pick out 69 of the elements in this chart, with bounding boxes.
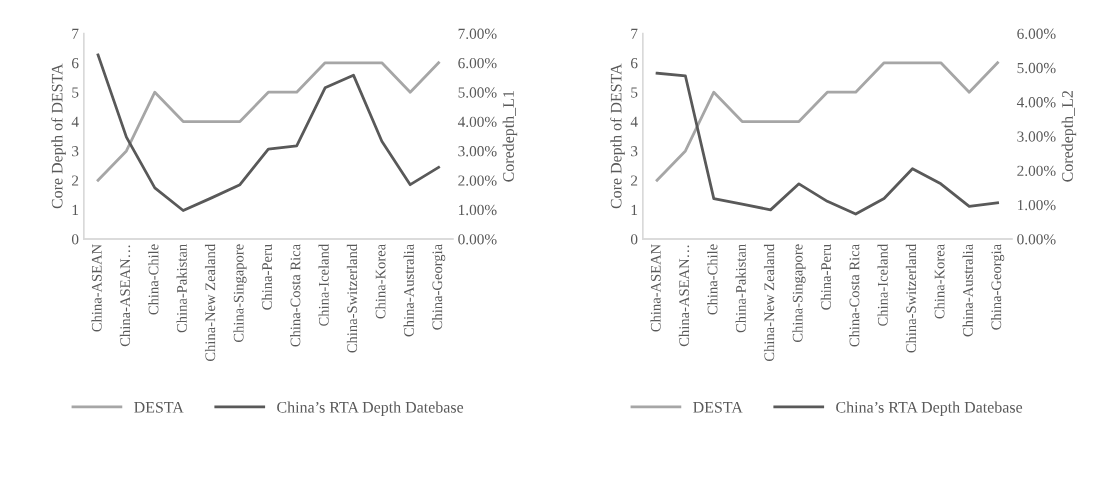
legend-label: China’s RTA Depth Datebase — [836, 401, 1023, 416]
y2-tick-label: 1.00% — [1017, 199, 1056, 211]
y-tick-label: 3 — [72, 146, 79, 157]
y-tick-label: 6 — [72, 58, 79, 69]
x-tick-label: China-Singapore — [792, 244, 806, 343]
y2-tick-label: 2.00% — [1017, 165, 1056, 176]
x-tick-label: China-Peru — [261, 244, 272, 310]
y2-tick-label: 0.00% — [458, 234, 497, 245]
line-series — [655, 61, 999, 182]
x-tick-label: China-Peru — [820, 244, 831, 310]
x-tick-label: China-Pakistan — [735, 244, 746, 333]
y-tick-label: 7 — [72, 28, 79, 39]
y2-tick-label: 3.00% — [458, 146, 497, 157]
x-tick-label: China-Costa Rica — [849, 244, 860, 347]
legend-label: DESTA — [693, 401, 743, 413]
x-tick-label: China-Korea — [375, 244, 386, 319]
y2-tick-label: 6.00% — [458, 57, 497, 69]
y-axis-title: Core Depth of DESTA — [610, 63, 625, 209]
y-axis-title: Core Depth of DESTA — [51, 63, 66, 209]
x-tick-label: China-Singapore — [233, 244, 247, 343]
legend-label: China’s RTA Depth Datebase — [277, 401, 464, 416]
y2-tick-label: 6.00% — [1017, 28, 1056, 39]
x-tick-label: China-ASEAN — [91, 244, 102, 332]
x-tick-label: China-Switzerland — [905, 244, 917, 353]
y-tick-label: 0 — [71, 234, 79, 245]
x-tick-label: China-New Zealand — [204, 244, 216, 362]
y2-tick-label: 4.00% — [457, 116, 497, 128]
x-tick-label: China-ASEAN… — [119, 245, 131, 347]
x-tick-label: China-ASEAN — [650, 244, 661, 332]
line-series — [96, 53, 440, 212]
y2-tick-label: 7.00% — [458, 28, 497, 39]
x-tick-label: China-Korea — [934, 244, 945, 319]
x-tick-label: China-Australia — [962, 244, 973, 337]
x-tick-label: China-Pakistan — [176, 244, 187, 333]
x-tick-label: China-ASEAN… — [678, 245, 690, 347]
y-tick-label: 2 — [631, 175, 638, 186]
y2-tick-label: 0.00% — [1017, 234, 1056, 245]
y-tick-label: 5 — [631, 87, 638, 98]
line-series — [655, 71, 999, 216]
y2-tick-label: 1.00% — [459, 204, 497, 216]
y2-tick-label: 4.00% — [1016, 97, 1056, 108]
y-tick-label: 6 — [631, 58, 638, 69]
y-tick-label: 4 — [630, 116, 638, 127]
y2-tick-label: 2.00% — [458, 175, 497, 186]
x-tick-label: China-Australia — [403, 244, 414, 337]
x-tick-label: China-Iceland — [318, 244, 329, 326]
y-tick-label: 1 — [72, 204, 79, 215]
y-tick-label: 3 — [631, 146, 638, 157]
x-tick-label: China-Costa Rica — [290, 244, 301, 347]
x-tick-label: China-Iceland — [877, 244, 888, 326]
x-tick-label: China-Chile — [707, 244, 718, 315]
y-tick-label: 1 — [631, 204, 638, 215]
y-tick-label: 0 — [630, 234, 638, 245]
y2-tick-label: 5.00% — [458, 87, 497, 98]
x-tick-label: China-New Zealand — [763, 244, 775, 362]
y-tick-label: 5 — [72, 87, 79, 98]
x-tick-label: China-Georgia — [431, 244, 446, 330]
y-tick-label: 7 — [631, 28, 638, 39]
legend-label: DESTA — [134, 401, 184, 413]
x-tick-label: China-Switzerland — [346, 244, 358, 353]
y2-tick-label: 3.00% — [1017, 131, 1056, 142]
y2-axis-title: Coredepth_L1 — [502, 91, 518, 182]
y2-tick-label: 5.00% — [1017, 62, 1056, 74]
y2-axis-title: Coredepth_L2 — [1061, 90, 1077, 182]
y-tick-label: 2 — [72, 175, 79, 186]
line-series — [96, 61, 440, 182]
x-tick-label: China-Chile — [148, 244, 159, 315]
y-tick-label: 4 — [71, 116, 79, 127]
x-tick-label: China-Georgia — [990, 244, 1005, 330]
